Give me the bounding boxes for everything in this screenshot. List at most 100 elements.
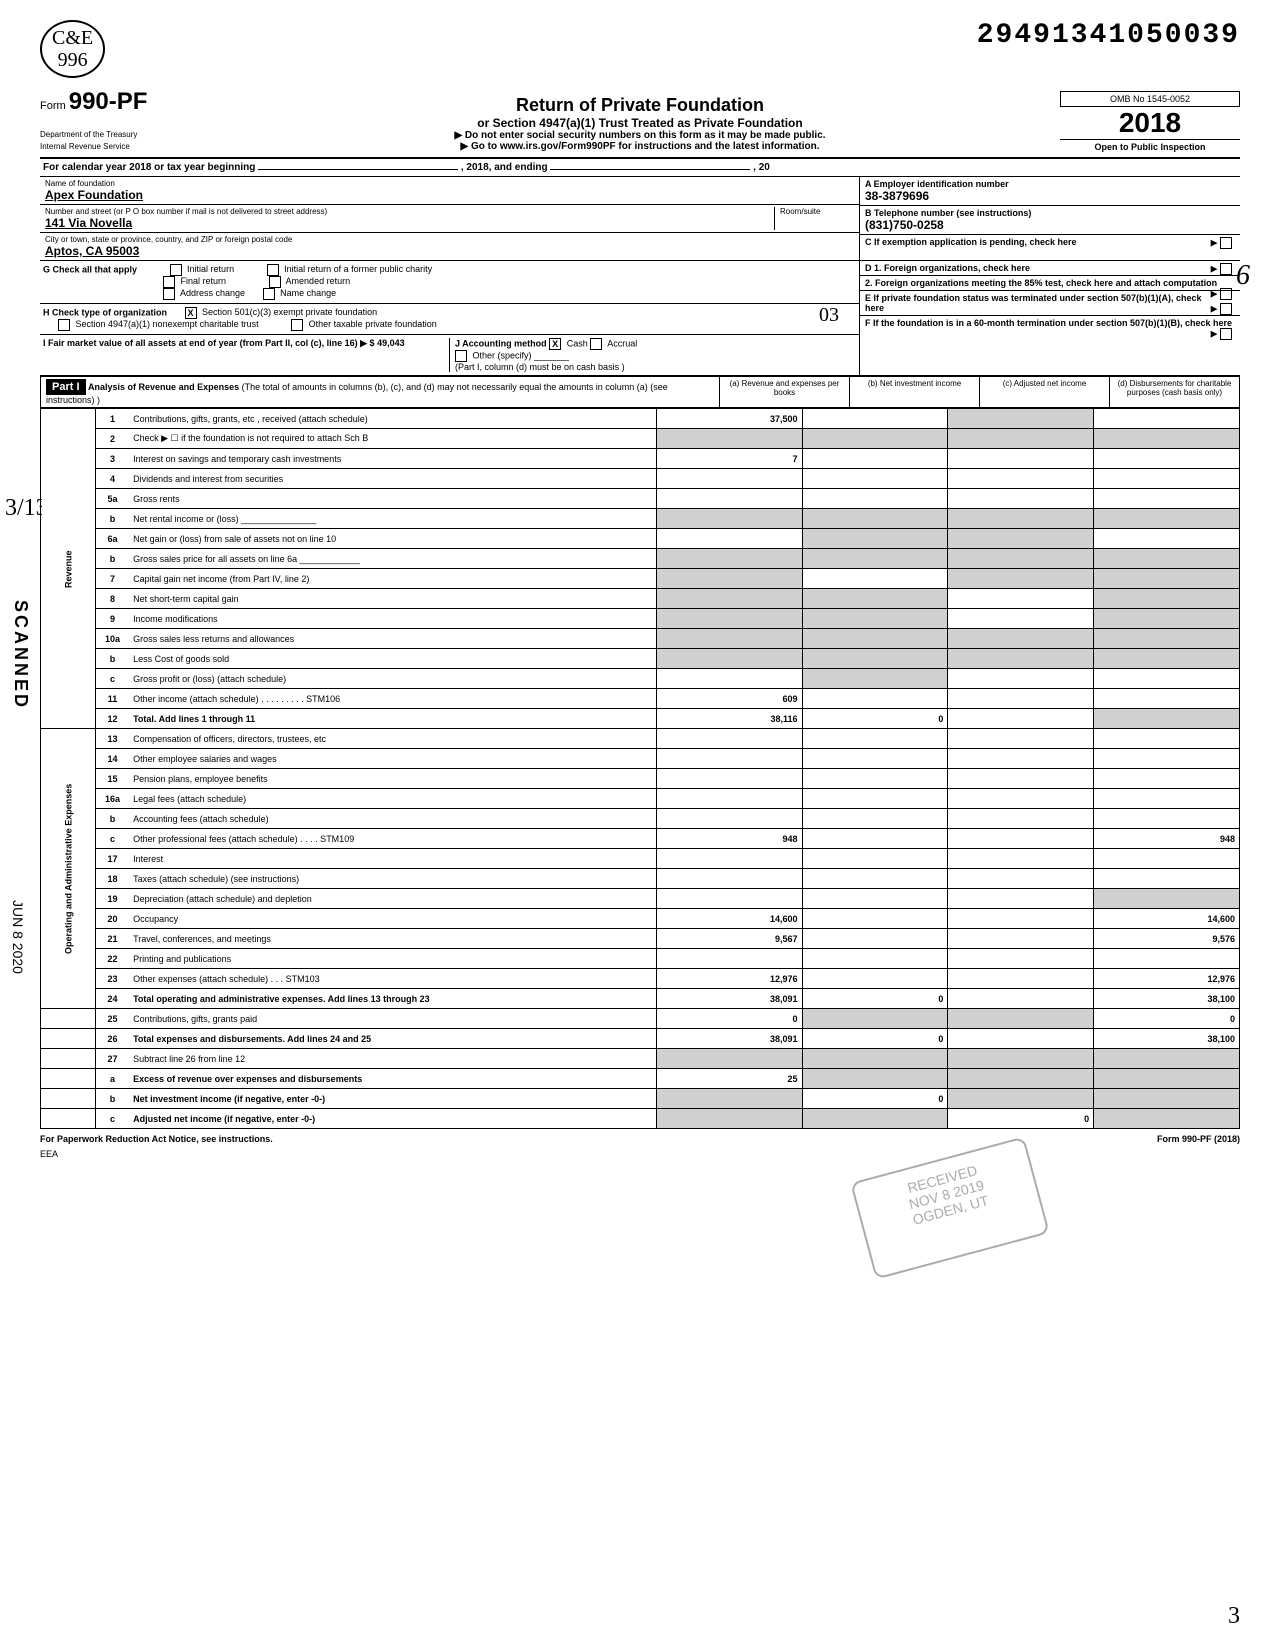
city-state-zip: Aptos, CA 95003	[45, 244, 854, 258]
amount-cell	[1094, 569, 1240, 589]
d1-check[interactable]	[1220, 263, 1232, 275]
g-amended[interactable]	[269, 276, 281, 288]
table-row: 23Other expenses (attach schedule) . . .…	[41, 969, 1240, 989]
table-row: cOther professional fees (attach schedul…	[41, 829, 1240, 849]
amount-cell	[802, 569, 948, 589]
col-a-header: (a) Revenue and expenses per books	[719, 377, 849, 407]
e-check[interactable]	[1220, 303, 1232, 315]
handwritten-03: 03	[819, 304, 839, 327]
calendar-end: , 20	[753, 162, 770, 173]
j-accrual-check[interactable]	[590, 338, 602, 350]
d2-check[interactable]	[1220, 288, 1232, 300]
blank-side	[41, 1069, 96, 1089]
c-checkbox[interactable]	[1220, 237, 1232, 249]
line-number: 25	[95, 1009, 129, 1029]
amount-cell	[802, 769, 948, 789]
table-row: aExcess of revenue over expenses and dis…	[41, 1069, 1240, 1089]
table-row: Operating and Administrative Expenses13C…	[41, 729, 1240, 749]
amount-cell: 9,567	[656, 929, 802, 949]
amount-cell	[802, 529, 948, 549]
j-cash-check[interactable]: X	[549, 338, 561, 350]
h-other-check[interactable]	[291, 319, 303, 331]
city-label: City or town, state or province, country…	[45, 235, 854, 244]
h-4947-check[interactable]	[58, 319, 70, 331]
amount-cell	[802, 809, 948, 829]
j-label: J Accounting method	[455, 338, 547, 348]
amount-cell	[656, 769, 802, 789]
amount-cell	[656, 589, 802, 609]
instruction-web: ▶ Go to www.irs.gov/Form990PF for instru…	[220, 141, 1060, 152]
table-row: 5aGross rents	[41, 489, 1240, 509]
j-note: (Part I, column (d) must be on cash basi…	[455, 362, 625, 372]
amount-cell	[656, 1109, 802, 1129]
j-other-check[interactable]	[455, 350, 467, 362]
amount-cell	[656, 869, 802, 889]
amount-cell	[948, 689, 1094, 709]
line-number: 3	[95, 449, 129, 469]
g-address[interactable]	[163, 288, 175, 300]
amount-cell	[948, 589, 1094, 609]
table-row: 26Total expenses and disbursements. Add …	[41, 1029, 1240, 1049]
handwritten-logo: C&E996	[40, 20, 105, 78]
amount-cell	[1094, 789, 1240, 809]
g-name[interactable]	[263, 288, 275, 300]
amount-cell	[802, 409, 948, 429]
amount-cell	[1094, 1089, 1240, 1109]
g-initial-former[interactable]	[267, 264, 279, 276]
amount-cell	[1094, 529, 1240, 549]
amount-cell	[948, 1009, 1094, 1029]
line-number: 18	[95, 869, 129, 889]
table-row: cGross profit or (loss) (attach schedule…	[41, 669, 1240, 689]
amount-cell	[948, 769, 1094, 789]
paperwork-notice: For Paperwork Reduction Act Notice, see …	[40, 1134, 273, 1144]
amount-cell: 0	[802, 709, 948, 729]
dln-number: 29491341050039	[977, 20, 1240, 51]
table-row: 9Income modifications	[41, 609, 1240, 629]
table-row: bGross sales price for all assets on lin…	[41, 549, 1240, 569]
amount-cell	[1094, 449, 1240, 469]
street-address: 141 Via Novella	[45, 216, 774, 230]
amount-cell	[802, 429, 948, 449]
amount-cell	[948, 749, 1094, 769]
amount-cell	[948, 629, 1094, 649]
line-number: 26	[95, 1029, 129, 1049]
amount-cell: 37,500	[656, 409, 802, 429]
amount-cell	[656, 1049, 802, 1069]
line-number: 15	[95, 769, 129, 789]
form-title: Return of Private Foundation	[220, 95, 1060, 116]
g-initial[interactable]	[170, 264, 182, 276]
amount-cell	[802, 1109, 948, 1129]
amount-cell: 25	[656, 1069, 802, 1089]
d2-label: 2. Foreign organizations meeting the 85%…	[865, 278, 1217, 288]
line-description: Gross profit or (loss) (attach schedule)	[129, 669, 656, 689]
form-footer: Form 990-PF (2018)	[1157, 1134, 1240, 1144]
line-description: Taxes (attach schedule) (see instruction…	[129, 869, 656, 889]
amount-cell	[802, 449, 948, 469]
line-number: c	[95, 1109, 129, 1129]
amount-cell	[1094, 489, 1240, 509]
line-number: 2	[95, 429, 129, 449]
foundation-name: Apex Foundation	[45, 188, 854, 202]
amount-cell	[802, 549, 948, 569]
line-number: 16a	[95, 789, 129, 809]
f-check[interactable]	[1220, 328, 1232, 340]
line-number: 13	[95, 729, 129, 749]
amount-cell	[1094, 589, 1240, 609]
date-stamp: JUN 8 2020	[10, 900, 26, 974]
d1-label: D 1. Foreign organizations, check here	[865, 263, 1030, 273]
amount-cell	[656, 529, 802, 549]
amount-cell	[948, 1089, 1094, 1109]
amount-cell	[802, 1069, 948, 1089]
line-description: Adjusted net income (if negative, enter …	[129, 1109, 656, 1129]
blank-side	[41, 1049, 96, 1069]
line-description: Net investment income (if negative, ente…	[129, 1089, 656, 1109]
table-row: 22Printing and publications	[41, 949, 1240, 969]
g-final[interactable]	[163, 276, 175, 288]
line-description: Gross sales price for all assets on line…	[129, 549, 656, 569]
h-501-check[interactable]: X	[185, 307, 197, 319]
table-row: 8Net short-term capital gain	[41, 589, 1240, 609]
instruction-ssn: ▶ Do not enter social security numbers o…	[220, 130, 1060, 141]
amount-cell	[1094, 1109, 1240, 1129]
eea: EEA	[40, 1149, 1240, 1159]
amount-cell: 38,091	[656, 989, 802, 1009]
